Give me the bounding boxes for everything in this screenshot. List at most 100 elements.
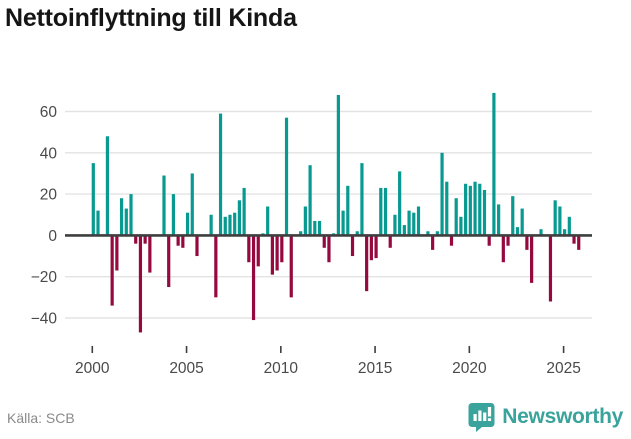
- bar-q99: [558, 206, 562, 236]
- x-tick-label-2025: 2025: [546, 360, 580, 377]
- newsworthy-logo-icon: [468, 403, 495, 432]
- bar-q50: [327, 235, 331, 263]
- bar-q38: [270, 235, 274, 275]
- bar-q42: [289, 235, 293, 298]
- bar-q64: [393, 214, 397, 236]
- bar-q10: [138, 235, 143, 333]
- bar-q32: [242, 187, 246, 236]
- bar-q25: [209, 214, 213, 236]
- y-tick-label: 40: [40, 145, 58, 162]
- bar-q52: [336, 94, 340, 236]
- bar-q4: [110, 235, 114, 306]
- logo-bar-1: [473, 414, 477, 421]
- bar-q81: [473, 181, 477, 236]
- bar-q58: [365, 235, 369, 292]
- bar-q89: [511, 196, 515, 236]
- bar-q75: [445, 181, 449, 236]
- bar-q18: [176, 235, 180, 246]
- x-tick-label-2015: 2015: [358, 360, 392, 377]
- bar-q12: [148, 235, 152, 273]
- x-tick-label-2005: 2005: [169, 360, 203, 377]
- bar-q20: [185, 212, 190, 236]
- bar-q5: [115, 235, 119, 271]
- bar-q71: [426, 231, 430, 236]
- x-tick-label-2010: 2010: [264, 360, 299, 377]
- bar-q87: [501, 235, 505, 263]
- bar-q82: [478, 183, 482, 236]
- bar-q39: [275, 235, 279, 271]
- bar-q56: [355, 231, 359, 236]
- y-tick-label: 20: [40, 187, 58, 204]
- y-tick-label: −40: [31, 311, 58, 328]
- bar-q34: [251, 235, 256, 321]
- bar-q31: [237, 200, 241, 236]
- bar-q91: [520, 208, 524, 236]
- bar-q55: [350, 235, 355, 257]
- bar-q67: [407, 210, 411, 236]
- bar-q102: [572, 235, 576, 244]
- bar-q53: [341, 210, 345, 236]
- bar-q80: [468, 185, 472, 236]
- bar-q37: [266, 206, 270, 236]
- logo-bar-2: [478, 410, 482, 421]
- bar-q0: [91, 163, 95, 236]
- bar-q79: [464, 183, 468, 236]
- bar-q16: [167, 235, 171, 288]
- y-tick-label: 0: [48, 228, 57, 245]
- brand-name: Newsworthy: [502, 405, 623, 428]
- bar-q76: [449, 235, 454, 246]
- bar-q22: [195, 235, 199, 257]
- bar-q92: [525, 235, 529, 250]
- bar-q84: [487, 235, 491, 246]
- newsworthy-brand[interactable]: Newsworthy: [468, 402, 623, 432]
- bar-q9: [134, 235, 138, 244]
- bar-q49: [322, 235, 326, 248]
- bar-q85: [492, 92, 496, 236]
- bar-q21: [190, 173, 194, 236]
- bar-q15: [162, 175, 166, 236]
- bar-q65: [398, 171, 402, 236]
- bar-q98: [553, 200, 557, 236]
- bar-q72: [431, 235, 435, 250]
- bar-q17: [171, 194, 176, 236]
- bar-q26: [214, 235, 218, 298]
- bar-q28: [223, 216, 227, 236]
- bar-q19: [181, 235, 185, 248]
- bar-q1: [96, 210, 100, 236]
- bar-q100: [563, 229, 567, 236]
- bar-q41: [284, 117, 289, 236]
- bar-q66: [402, 225, 406, 236]
- bar-q60: [374, 235, 378, 259]
- bar-q78: [459, 216, 463, 236]
- bar-q3: [105, 136, 110, 236]
- bar-q73: [435, 231, 439, 236]
- bar-q88: [506, 235, 510, 246]
- bar-q62: [383, 187, 388, 236]
- x-tick-label-2000: 2000: [75, 360, 110, 377]
- y-tick-label: −20: [31, 269, 58, 286]
- bar-q35: [256, 235, 260, 267]
- bar-q97: [548, 235, 553, 302]
- bar-q103: [577, 235, 581, 250]
- bar-q45: [303, 206, 307, 236]
- bar-q46: [308, 165, 312, 236]
- bar-q69: [416, 206, 421, 236]
- chart-title: Nettoinflyttning till Kinda: [5, 4, 297, 32]
- x-tick-label-2020: 2020: [452, 360, 487, 377]
- source-label: Källa: SCB: [7, 410, 75, 426]
- bar-q7: [124, 208, 128, 236]
- y-tick-label: 60: [40, 104, 58, 121]
- bar-q59: [369, 235, 373, 261]
- bar-q63: [388, 235, 392, 248]
- bar-q48: [317, 220, 322, 236]
- bar-q44: [299, 231, 303, 236]
- bar-q83: [482, 189, 487, 236]
- bar-q40: [280, 235, 284, 263]
- logo-bar-3: [483, 412, 487, 421]
- logo-exclaim-dot: [488, 418, 492, 421]
- bar-q54: [346, 185, 350, 236]
- bar-q6: [119, 198, 124, 236]
- bar-q86: [497, 204, 501, 236]
- bar-q61: [379, 187, 383, 236]
